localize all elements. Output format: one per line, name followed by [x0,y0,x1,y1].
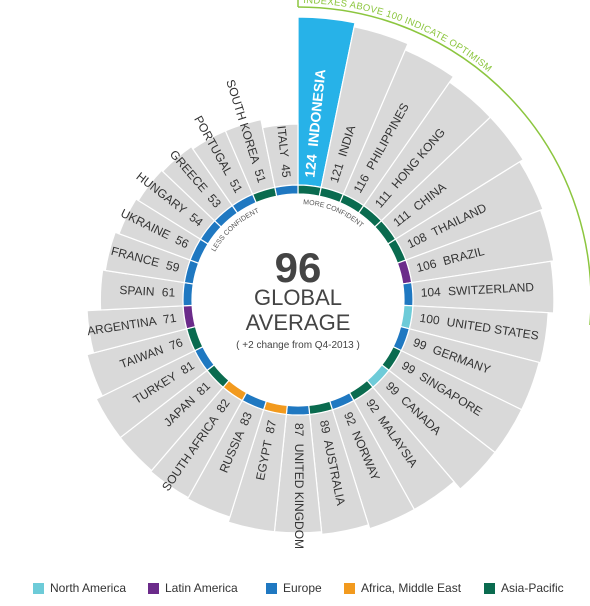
legend-label: Latin America [165,581,238,595]
country-value: 87 [292,423,306,437]
legend: North America Latin America Europe Afric… [0,578,590,602]
global-average-title-line1: GLOBAL [254,285,342,310]
country-value: ITALY [274,125,291,158]
legend-swatch-africa-middle-east [344,582,355,594]
country-value: 104 [420,285,441,300]
country-label-italy: ITALY 45 [274,125,293,179]
country-label-switzerland: 104 SWITZERLAND [420,280,534,300]
global-average-title-line2: AVERAGE [246,310,351,335]
global-average-note: ( +2 change from Q4-2013 ) [236,340,360,351]
country-name: 87 [262,419,279,438]
legend-swatch-latin-america [148,582,159,594]
country-label-spain: SPAIN 61 [119,283,176,300]
legend-swatch-asia-pacific [484,582,495,594]
legend-item-asia-pacific: Asia-Pacific [484,581,564,595]
region-segment-indonesia [297,184,322,197]
country-name: 45 [278,160,294,178]
legend-item-europe: Europe [266,581,322,595]
country-value: 121 [327,161,346,185]
country-value: 106 [415,256,438,275]
country-name: 76 [164,335,185,354]
country-name: UNITED KINGDOM [292,440,306,549]
country-name: 56 [170,231,191,251]
legend-label: Africa, Middle East [361,581,462,595]
legend-swatch-north-america [33,582,44,594]
country-name: 59 [161,257,181,275]
center-summary: 96 GLOBAL AVERAGE ( +2 change from Q4-20… [207,209,389,391]
legend-label: Europe [283,581,322,595]
region-segment-switzerland [402,281,414,307]
global-average-value: 96 [275,244,322,291]
region-segment-italy [274,184,299,197]
center-disc [207,209,389,391]
country-label-united-kingdom: 87 UNITED KINGDOM [292,423,306,549]
region-segment-united-kingdom [285,404,311,416]
legend-item-africa-middle-east: Africa, Middle East [344,581,461,595]
region-segment-spain [182,281,194,307]
country-value: 92 [341,410,359,428]
legend-swatch-europe [266,582,277,594]
region-ring [182,184,414,416]
country-name: SWITZERLAND [444,280,534,299]
optimism-arc-line [297,6,590,326]
country-value: SPAIN [119,283,155,299]
country-value: 99 [411,335,429,353]
country-name: 61 [158,285,176,300]
country-value: 89 [317,419,333,435]
legend-label: North America [50,581,127,595]
legend-label: Asia-Pacific [501,581,564,595]
country-name: 71 [159,311,178,327]
country-name: 83 [236,410,256,431]
country-name: 51 [250,164,268,184]
legend-item-north-america: North America [33,581,126,595]
country-value: 100 [419,311,441,328]
country-value: 124 [301,153,319,178]
legend-item-latin-america: Latin America [148,581,238,595]
